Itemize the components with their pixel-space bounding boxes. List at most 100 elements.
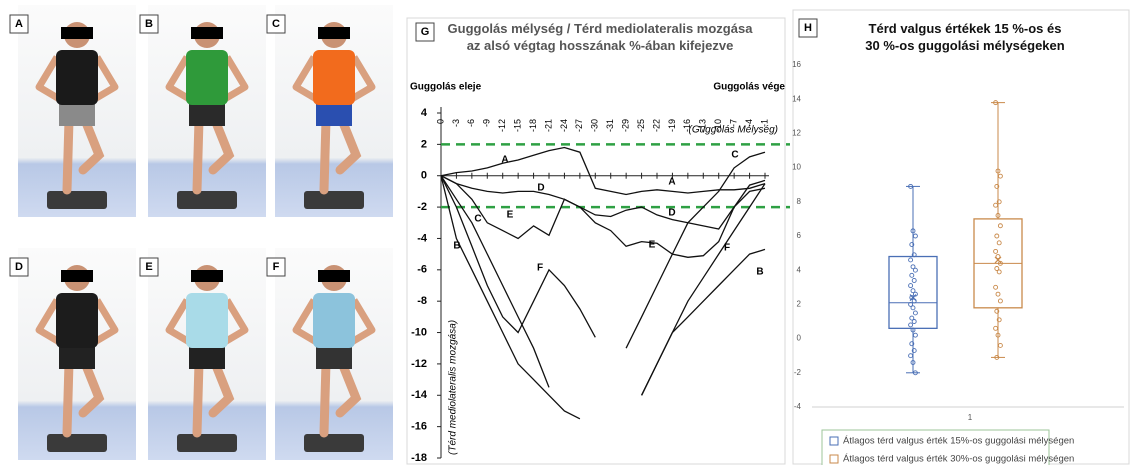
- y-tick-label: 12: [792, 129, 801, 138]
- x-tick-label: -9: [482, 119, 492, 127]
- series-label: E: [649, 240, 656, 251]
- series-label: F: [724, 243, 730, 254]
- series-label: C: [474, 214, 481, 225]
- panel-label: H: [804, 22, 812, 34]
- y-tick-label: -16: [411, 421, 427, 433]
- y-tick-label: 16: [792, 60, 801, 69]
- x-tick-label: -31: [605, 119, 615, 132]
- line-series: [441, 176, 765, 258]
- y-tick-label: 2: [797, 300, 802, 309]
- page: A B C D E F G Guggolás mélység / Térd mediolate…: [0, 0, 1131, 465]
- panel-label: A: [15, 18, 23, 30]
- data-point: [909, 354, 913, 358]
- series-label: F: [537, 263, 543, 274]
- legend-swatch: [830, 437, 838, 445]
- figure: A B C D E F G Guggolás mélység / Térd mediolate…: [0, 0, 1131, 465]
- chart-title: Térd valgus értékek 15 %-os és30 %-os gu…: [865, 21, 1064, 53]
- line-series: [441, 152, 765, 387]
- x-tick-label: -25: [636, 119, 646, 132]
- x-tick-label: -16: [682, 119, 692, 132]
- y-tick-label: -14: [411, 389, 428, 401]
- y-tick-label: 14: [792, 94, 801, 103]
- platform: [47, 434, 107, 452]
- platform: [304, 434, 364, 452]
- x-tick-label: -19: [667, 119, 677, 132]
- y-tick-label: -6: [417, 264, 427, 276]
- series-label: D: [537, 183, 544, 194]
- series-label: E: [507, 210, 514, 221]
- x-tick-label: -6: [466, 119, 476, 127]
- x-tick-label: -18: [528, 119, 538, 132]
- panel-label: E: [145, 261, 152, 273]
- x-tick-label: -22: [651, 119, 661, 132]
- data-point: [913, 333, 917, 337]
- legend-label: Átlagos térd valgus érték 15%-os guggolá…: [843, 436, 1074, 447]
- y-tick-label: 2: [421, 138, 427, 150]
- line-series: [441, 176, 765, 396]
- shirt: [313, 50, 355, 105]
- shirt: [186, 50, 228, 105]
- panel-label: C: [272, 18, 280, 30]
- line-series: [441, 148, 765, 195]
- eye-bar: [191, 270, 223, 282]
- panel-label: B: [145, 18, 153, 30]
- y-tick-label: 0: [421, 170, 427, 182]
- x-tick-label: -10: [713, 119, 723, 132]
- x-tick-label: -13: [698, 119, 708, 132]
- series-label: B: [453, 241, 460, 252]
- y-axis-label: (Térd mediolateralis mozgása): [448, 320, 459, 455]
- x-tick-label: 1: [968, 413, 973, 422]
- data-point: [994, 203, 998, 207]
- y-tick-label: 6: [797, 231, 802, 240]
- platform: [47, 191, 107, 209]
- eye-bar: [318, 27, 350, 39]
- panel-label: D: [15, 261, 23, 273]
- data-point: [994, 326, 998, 330]
- x-tick-label: -24: [559, 119, 569, 132]
- y-tick-label: 4: [421, 107, 428, 119]
- y-tick-label: -4: [417, 232, 428, 244]
- y-tick-label: 10: [792, 163, 801, 172]
- panel-h-frame: [793, 10, 1129, 464]
- x-tick-label: -1: [759, 119, 769, 127]
- x-tick-label: -7: [729, 119, 739, 127]
- platform: [177, 191, 237, 209]
- x-tick-label: -15: [513, 119, 523, 132]
- shirt: [186, 293, 228, 348]
- y-tick-label: -18: [411, 452, 427, 464]
- shirt: [56, 293, 98, 348]
- shirt: [56, 50, 98, 105]
- data-point: [998, 343, 1002, 347]
- chart-title: Guggolás mélység / Térd mediolateralis m…: [448, 21, 754, 53]
- data-point: [913, 234, 917, 238]
- series-label: A: [501, 155, 508, 166]
- legend-swatch: [830, 455, 838, 463]
- data-point: [998, 174, 1002, 178]
- series-label: A: [668, 177, 675, 188]
- y-tick-label: -2: [417, 201, 427, 213]
- panel-label: G: [421, 26, 430, 38]
- x-tick-label: -4: [744, 119, 754, 127]
- y-tick-label: -12: [411, 358, 427, 370]
- x-tick-label: -29: [621, 119, 631, 132]
- shirt: [313, 293, 355, 348]
- x-tick-label: -21: [543, 119, 553, 132]
- y-tick-label: 8: [797, 197, 802, 206]
- platform: [304, 191, 364, 209]
- y-tick-label: 4: [797, 265, 802, 274]
- eye-bar: [318, 270, 350, 282]
- line-series: [441, 176, 765, 419]
- x-tick-label: -27: [574, 119, 584, 132]
- panel-label: F: [273, 261, 280, 273]
- eye-bar: [61, 27, 93, 39]
- x-tick-label: -12: [497, 119, 507, 132]
- series-label: C: [731, 150, 738, 161]
- series-label: B: [756, 267, 763, 278]
- y-tick-label: -4: [794, 402, 802, 411]
- eye-bar: [61, 270, 93, 282]
- y-tick-label: 0: [797, 334, 802, 343]
- y-tick-label: -2: [794, 368, 802, 377]
- legend-label: Átlagos térd valgus érték 30%-os guggolá…: [843, 454, 1074, 465]
- eye-bar: [191, 27, 223, 39]
- x-tick-label: -3: [451, 119, 461, 127]
